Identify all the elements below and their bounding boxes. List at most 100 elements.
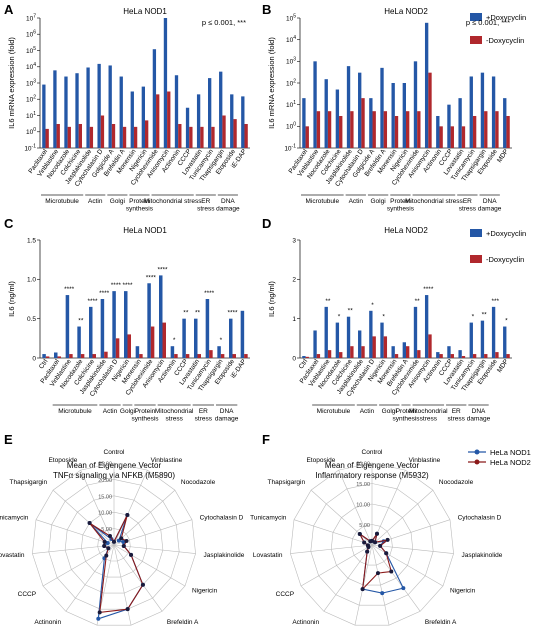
bar-dox-pos xyxy=(75,73,79,148)
bar-dox-pos xyxy=(469,76,473,148)
bar-dox-pos xyxy=(391,83,395,148)
radar-point xyxy=(121,539,126,544)
radar-axis-label: Thapsigargin xyxy=(268,479,306,486)
bar-dox-pos xyxy=(159,275,163,358)
radar-axis-label: Tunicamycin xyxy=(0,515,29,522)
bar-dox-neg xyxy=(69,354,73,358)
radar-point xyxy=(112,539,116,544)
bar-dox-neg xyxy=(111,123,116,148)
y-tick-label: 1.0 xyxy=(27,277,36,284)
x-tick-label: MDP xyxy=(496,358,510,374)
radar-point xyxy=(125,607,130,612)
bar-dox-pos xyxy=(152,49,157,149)
bar-dox-pos xyxy=(208,78,212,148)
bar-dox-pos xyxy=(346,66,351,148)
y-tick-label: 104 xyxy=(26,62,36,71)
bar-dox-pos xyxy=(391,346,395,358)
bar-dox-neg xyxy=(80,354,85,358)
legend-marker-nod2 xyxy=(474,459,480,465)
group-label: Actin xyxy=(88,198,103,205)
bar-dox-pos xyxy=(424,22,429,148)
radar-spoke xyxy=(35,519,115,546)
group-label: Mitochondrial stress xyxy=(144,198,203,205)
bar-dox-neg xyxy=(394,354,399,358)
radar-grid-ring xyxy=(64,495,164,594)
radar-point xyxy=(380,591,385,596)
bar-dox-neg xyxy=(220,354,225,358)
bar-dox-neg xyxy=(394,115,399,148)
x-tick-label: Ctrl xyxy=(298,358,310,371)
group-label: ER stress xyxy=(195,408,213,423)
y-tick-label: 106 xyxy=(26,30,36,39)
legend-label-dox-neg: -Doxycyclin xyxy=(486,36,524,45)
significance-star: **** xyxy=(157,266,168,273)
radar-spoke xyxy=(52,489,115,546)
legend-swatch-dox-pos xyxy=(470,13,482,21)
radar-point xyxy=(96,616,101,621)
bar-dox-pos xyxy=(358,72,362,148)
bar-dox-neg xyxy=(209,350,213,358)
bar-dox-pos xyxy=(170,346,175,358)
radar-spoke xyxy=(338,469,373,546)
y-tick-label: 10-1 xyxy=(24,143,36,152)
bar-dox-pos xyxy=(130,91,134,148)
significance-star: * xyxy=(173,337,176,344)
bar-dox-pos xyxy=(491,76,496,148)
significance-star: ** xyxy=(78,318,84,325)
bar-dox-neg xyxy=(100,115,105,148)
group-label: DNA damage xyxy=(215,408,239,423)
radar-ring-label: 20.00 xyxy=(356,462,370,468)
radar-grid-ring xyxy=(48,479,180,610)
radar-point xyxy=(97,610,102,615)
group-label: Protein synthesis xyxy=(126,198,154,213)
significance-star: ** xyxy=(415,298,421,305)
bar-dox-pos xyxy=(447,104,451,148)
bar-dox-neg xyxy=(244,123,248,148)
legend-label-dox-pos: +Doxycyclin xyxy=(486,13,526,22)
bar-dox-neg xyxy=(406,346,410,358)
bar-dox-pos xyxy=(313,61,317,149)
bar-dox-neg xyxy=(406,111,410,148)
bar-dox-neg xyxy=(133,126,138,148)
radar-point xyxy=(102,539,107,544)
panel-a-chart: HeLa NOD1 p ≤ 0.001, *** 10-1 100 101 102 103 1… xyxy=(7,7,250,213)
bar-dox-neg xyxy=(150,326,155,358)
panel-letter-c: C xyxy=(4,216,14,231)
bar-dox-neg xyxy=(56,123,60,148)
y-tick-label: 10-1 xyxy=(284,143,296,152)
y-tick-label: 100 xyxy=(26,127,36,136)
radar-axis-label: Jasplakinolide xyxy=(462,552,503,559)
radar-spoke xyxy=(113,544,132,626)
bar-dox-pos xyxy=(241,96,245,148)
group-label: Golgi xyxy=(382,408,397,415)
radar-spoke xyxy=(293,519,373,546)
bar-dox-neg xyxy=(495,352,499,358)
bar-dox-neg xyxy=(372,111,376,148)
radar-grid-ring xyxy=(330,503,414,586)
significance-star: **** xyxy=(227,310,238,317)
bar-dox-pos xyxy=(141,86,145,148)
radar-grid-ring xyxy=(32,462,196,626)
radar-legend: HeLa NOD1 HeLa NOD2 xyxy=(468,448,531,467)
bar-dox-pos xyxy=(369,98,373,148)
bar-dox-pos xyxy=(335,322,340,358)
radar-point xyxy=(140,582,145,587)
radar-axis-label: Actinonin xyxy=(34,619,61,626)
bar-dox-neg xyxy=(450,354,454,358)
radar-point xyxy=(384,551,389,556)
group-label: ER stress xyxy=(197,198,215,213)
bar-dox-pos xyxy=(302,98,306,148)
radar-axis-label: Nocodazole xyxy=(181,479,216,486)
bar-dox-pos xyxy=(458,350,462,358)
bar-dox-pos xyxy=(436,352,440,358)
radar-axis-label: Vinblastine xyxy=(151,457,183,464)
significance-star: **** xyxy=(111,282,122,289)
group-label: Protein synthesis xyxy=(387,198,415,213)
radar-axis-label: Actinonin xyxy=(292,619,319,626)
radar-spoke xyxy=(300,544,373,587)
y-tick-label: 102 xyxy=(26,95,36,104)
radar-grid-ring xyxy=(81,511,147,578)
legend-label-dox-neg-2: -Doxycyclin xyxy=(486,255,524,264)
bar-dox-pos xyxy=(369,310,373,358)
